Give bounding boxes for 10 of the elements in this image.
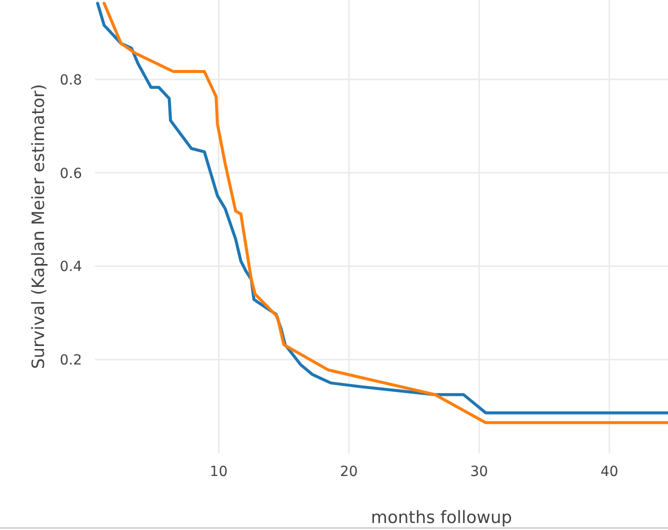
y-axis-title: Survival (Kaplan Meier estimator)	[29, 84, 49, 370]
x-tick-label: 10	[210, 464, 228, 480]
x-tick-label: 20	[340, 464, 358, 480]
x-tick-label: 40	[600, 464, 618, 480]
y-tick-label: 0.6	[60, 166, 82, 182]
x-axis-title: months followup	[370, 508, 512, 528]
y-tick-label: 0.8	[60, 72, 82, 88]
y-tick-label: 0.2	[60, 352, 82, 369]
y-tick-label: 0.4	[60, 259, 82, 276]
x-tick-label: 30	[470, 464, 488, 480]
